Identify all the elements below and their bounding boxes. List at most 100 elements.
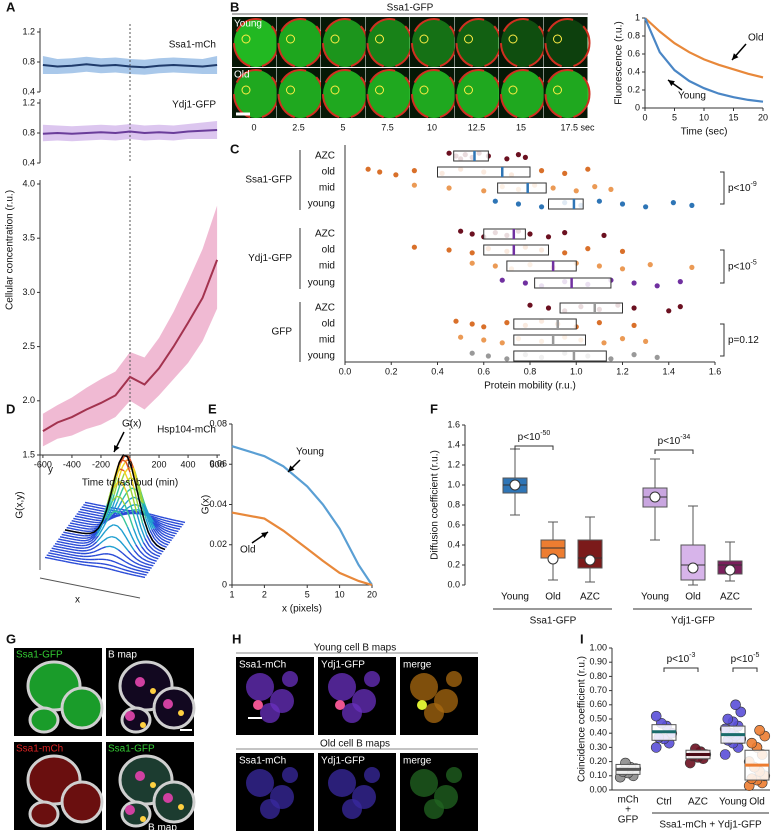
cell-body — [367, 70, 412, 118]
image-title: Young cell B maps — [314, 643, 396, 654]
p-bracket — [654, 449, 694, 454]
bleach-spot — [375, 34, 384, 44]
image-label: Ydj1-GFP — [321, 756, 365, 767]
bleach-spot — [464, 85, 473, 95]
surface-line — [85, 507, 91, 510]
row-label: AZC — [315, 229, 335, 240]
surface-line — [168, 518, 173, 521]
surface-line — [143, 554, 149, 559]
data-point — [689, 264, 695, 270]
data-point — [670, 200, 676, 206]
y-tick-label: 0.10 — [589, 770, 607, 780]
surface-line — [167, 525, 172, 528]
surface-line — [88, 533, 93, 537]
arrow-head — [261, 532, 268, 539]
surface-line — [113, 514, 119, 519]
bleach-spot — [464, 34, 473, 44]
x-axis — [39, 577, 141, 599]
data-point — [527, 231, 533, 237]
surface-line — [74, 562, 79, 565]
surface-line — [89, 515, 94, 518]
group-label: Ssa1-mCh + Ydj1-GFP — [659, 820, 762, 831]
surface-line — [89, 502, 94, 505]
surface-line — [135, 544, 141, 552]
mean — [649, 491, 661, 503]
surface-line — [79, 560, 85, 563]
surface-line — [84, 527, 90, 530]
time-label: 5 — [340, 122, 345, 132]
cell-body — [501, 70, 545, 118]
mean — [687, 562, 699, 574]
y-tick-label: 0.20 — [589, 756, 607, 766]
surface-line — [117, 566, 122, 570]
surface-line — [84, 509, 89, 512]
b-map-hotspot — [417, 700, 427, 710]
group-label: Ydj1-GFP — [248, 253, 292, 264]
y-tick-label: 3.5 — [22, 233, 35, 243]
surface-line — [117, 549, 123, 554]
surface-line — [97, 517, 102, 520]
panel-label: D — [6, 401, 15, 416]
surface-line — [144, 571, 149, 574]
category-label: AZC — [720, 592, 740, 603]
surface-line — [50, 555, 56, 558]
surface-line — [81, 506, 86, 509]
surface-line — [134, 571, 139, 575]
cell-outline — [152, 780, 196, 824]
b-map-spot — [150, 782, 156, 788]
surface-line — [134, 562, 140, 566]
surface-line — [145, 568, 151, 572]
surface-line — [157, 522, 163, 527]
surface-line — [65, 547, 71, 550]
data-point — [666, 308, 672, 314]
line — [42, 63, 218, 69]
surface-line — [103, 509, 109, 521]
surface-line — [61, 533, 66, 537]
surface-line — [70, 527, 76, 530]
x-tick-label: 200 — [152, 459, 167, 469]
surface-line — [64, 542, 70, 545]
surface-line — [49, 549, 55, 553]
surface-line — [86, 525, 91, 528]
surface-line — [90, 513, 96, 516]
x-tick-label: 5 — [305, 589, 310, 599]
surface-line — [132, 574, 137, 577]
p-value: p<10-5 — [731, 652, 760, 665]
y-tick-label: 0.04 — [209, 499, 227, 509]
data-point — [746, 737, 758, 749]
surface-line — [158, 522, 164, 526]
y-axis-label: Fluorescence (r.u.) — [614, 21, 625, 104]
surface-line — [153, 516, 159, 520]
box — [559, 302, 623, 314]
surface-line — [105, 507, 111, 519]
surface-line — [84, 501, 90, 504]
surface-line — [139, 550, 145, 556]
surface-line — [121, 459, 127, 463]
cell-outline — [120, 800, 152, 828]
surface-line — [85, 520, 91, 523]
y-tick-label: 0.8 — [627, 30, 640, 40]
cell-body — [545, 19, 590, 67]
bleach-spot — [330, 34, 340, 44]
data-point — [485, 353, 491, 359]
surface-line — [103, 567, 108, 570]
x-tick-label: 1.2 — [616, 366, 629, 376]
time-label: 7.5 — [381, 122, 394, 132]
b-map-blob — [260, 703, 280, 723]
surface-line — [48, 552, 53, 555]
surface-line — [164, 534, 170, 538]
x-axis-label: Time (sec) — [681, 127, 728, 138]
surface-line — [75, 520, 81, 524]
row-label: mid — [319, 335, 335, 346]
p-value: p<10-3 — [667, 652, 696, 665]
b-map-spot — [163, 793, 173, 803]
surface-line — [133, 549, 139, 556]
surface-line — [99, 507, 105, 510]
surface-line — [157, 551, 162, 555]
surface-line — [122, 517, 129, 528]
b-map-spot — [135, 771, 145, 781]
data-point — [654, 354, 660, 360]
surface-line — [91, 529, 97, 532]
p-value: p=0.12 — [728, 335, 759, 346]
surface-line — [94, 514, 100, 517]
